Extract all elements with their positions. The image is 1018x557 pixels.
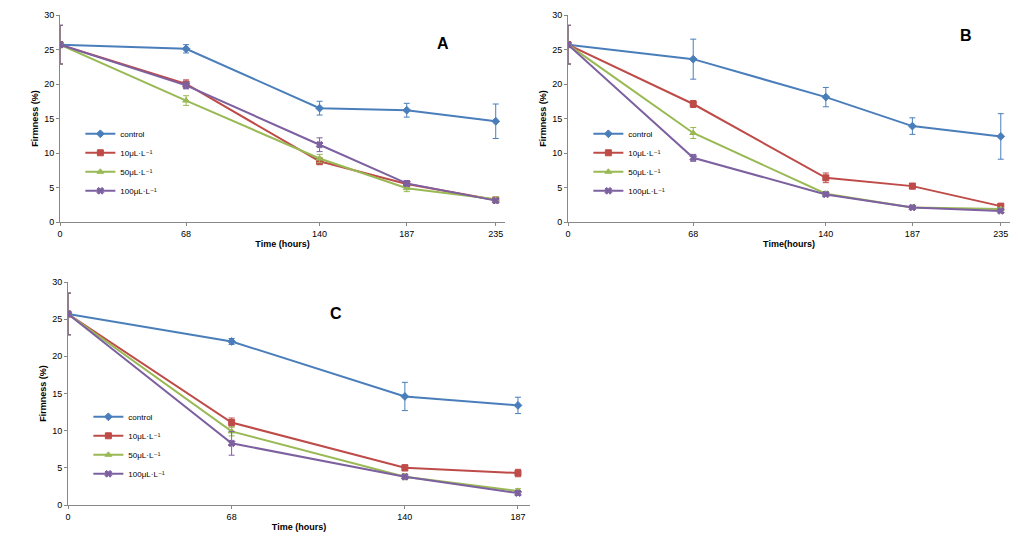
svg-text:Time (hours): Time (hours) xyxy=(255,239,309,249)
svg-text:30: 30 xyxy=(44,10,54,20)
svg-text:B: B xyxy=(960,27,972,44)
svg-text:C: C xyxy=(330,305,342,322)
svg-text:30: 30 xyxy=(52,277,62,287)
svg-text:100μL·L⁻¹: 100μL·L⁻¹ xyxy=(128,470,165,479)
svg-text:control: control xyxy=(120,130,144,139)
svg-text:A: A xyxy=(437,35,449,52)
svg-text:0: 0 xyxy=(557,217,562,227)
svg-text:control: control xyxy=(128,413,152,422)
svg-text:10μL·L⁻¹: 10μL·L⁻¹ xyxy=(120,149,152,158)
svg-text:187: 187 xyxy=(905,229,920,239)
svg-text:50μL·L⁻¹: 50μL·L⁻¹ xyxy=(628,168,660,177)
svg-text:100μL·L⁻¹: 100μL·L⁻¹ xyxy=(120,187,157,196)
svg-text:68: 68 xyxy=(227,512,237,522)
svg-text:187: 187 xyxy=(399,229,414,239)
svg-text:0: 0 xyxy=(565,229,570,239)
svg-text:Firmness (%): Firmness (%) xyxy=(38,365,48,422)
svg-text:235: 235 xyxy=(488,229,503,239)
svg-text:0: 0 xyxy=(49,217,54,227)
svg-text:140: 140 xyxy=(312,229,327,239)
svg-text:0: 0 xyxy=(57,500,62,510)
svg-text:25: 25 xyxy=(44,45,54,55)
svg-text:5: 5 xyxy=(557,183,562,193)
svg-text:68: 68 xyxy=(181,229,191,239)
svg-text:Time(hours): Time(hours) xyxy=(763,239,815,249)
svg-text:10μL·L⁻¹: 10μL·L⁻¹ xyxy=(128,432,160,441)
svg-text:10μL·L⁻¹: 10μL·L⁻¹ xyxy=(628,149,660,158)
svg-text:Firmness (%): Firmness (%) xyxy=(30,90,40,147)
svg-text:5: 5 xyxy=(57,463,62,473)
svg-text:50μL·L⁻¹: 50μL·L⁻¹ xyxy=(120,168,152,177)
svg-text:15: 15 xyxy=(52,389,62,399)
svg-text:187: 187 xyxy=(510,512,525,522)
svg-text:0: 0 xyxy=(65,512,70,522)
svg-text:control: control xyxy=(628,130,652,139)
svg-text:20: 20 xyxy=(552,79,562,89)
svg-text:30: 30 xyxy=(552,10,562,20)
svg-text:50μL·L⁻¹: 50μL·L⁻¹ xyxy=(128,451,160,460)
svg-text:10: 10 xyxy=(552,148,562,158)
svg-text:20: 20 xyxy=(44,79,54,89)
svg-text:25: 25 xyxy=(552,45,562,55)
svg-text:Time (hours): Time (hours) xyxy=(272,522,326,532)
svg-text:10: 10 xyxy=(52,426,62,436)
svg-text:25: 25 xyxy=(52,314,62,324)
svg-text:15: 15 xyxy=(44,114,54,124)
svg-text:Firmness (%): Firmness (%) xyxy=(538,90,548,147)
svg-text:235: 235 xyxy=(993,229,1008,239)
svg-text:10: 10 xyxy=(44,148,54,158)
svg-text:15: 15 xyxy=(552,114,562,124)
svg-text:0: 0 xyxy=(57,229,62,239)
svg-text:20: 20 xyxy=(52,351,62,361)
svg-text:140: 140 xyxy=(397,512,412,522)
svg-text:68: 68 xyxy=(688,229,698,239)
svg-text:140: 140 xyxy=(818,229,833,239)
svg-text:100μL·L⁻¹: 100μL·L⁻¹ xyxy=(628,187,665,196)
svg-text:5: 5 xyxy=(49,183,54,193)
